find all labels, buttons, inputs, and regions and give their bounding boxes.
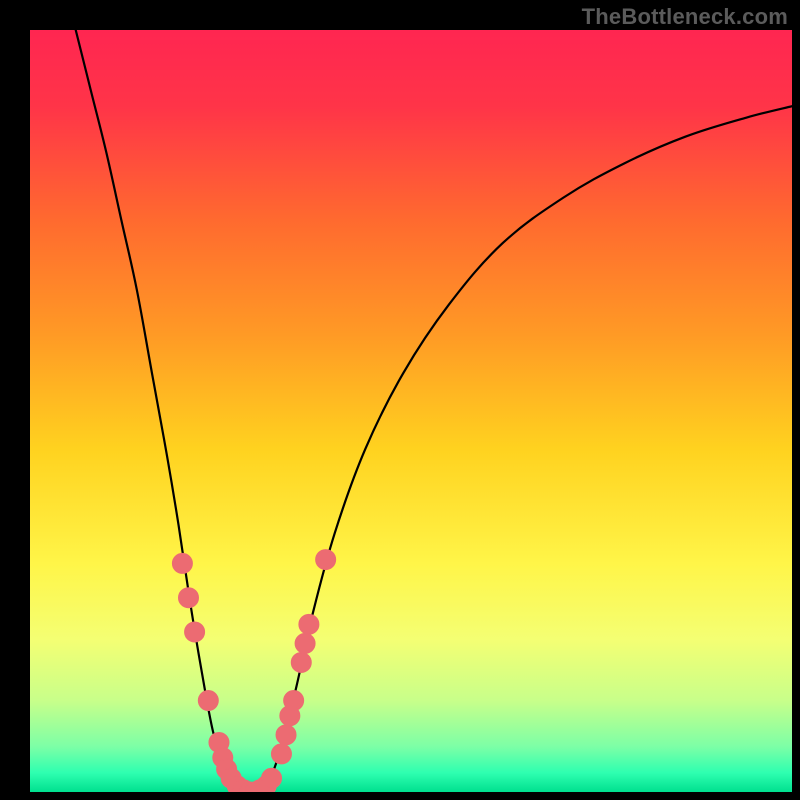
data-marker (262, 768, 282, 788)
data-marker (291, 652, 311, 672)
data-marker (185, 622, 205, 642)
chart-container: TheBottleneck.com (0, 0, 800, 800)
watermark-label: TheBottleneck.com (582, 4, 788, 30)
gradient-background (30, 30, 792, 792)
data-marker (172, 553, 192, 573)
chart-svg (30, 30, 792, 792)
data-marker (178, 588, 198, 608)
data-marker (295, 633, 315, 653)
data-marker (299, 614, 319, 634)
data-marker (276, 725, 296, 745)
data-marker (271, 744, 291, 764)
data-marker (198, 691, 218, 711)
plot-area (30, 30, 792, 792)
data-marker (284, 691, 304, 711)
data-marker (316, 550, 336, 570)
